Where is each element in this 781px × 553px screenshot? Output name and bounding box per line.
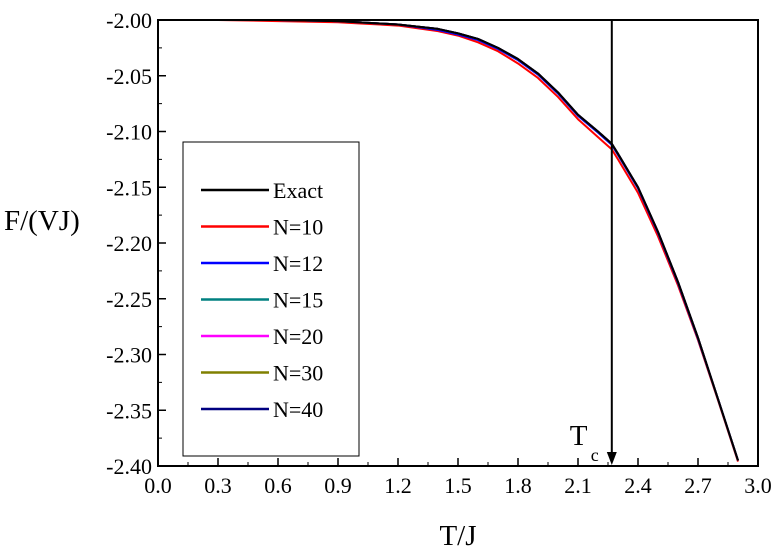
x-tick-label: 1.8 [504,473,532,498]
legend: Exact N=10 N=12 N=15 N=20 N=30 N=40 [182,141,360,457]
x-tick-label: 0.0 [144,473,172,498]
y-tick-label: -2.00 [106,8,152,33]
y-tick-label: -2.20 [106,231,152,256]
x-tick-label: 2.4 [624,473,652,498]
x-tick-label: 0.6 [264,473,292,498]
x-axis-title: T/J [439,520,476,552]
y-tick-label: -2.40 [106,454,152,479]
tc-arrow-head [606,452,617,465]
y-axis-title: F/(VJ) [4,205,80,237]
tc-label-subscript: c [591,445,599,465]
series-line-n-10 [158,20,739,462]
x-tick-label: 2.7 [684,473,712,498]
y-tick-label: -2.35 [106,398,152,423]
x-tick-label: 0.9 [324,473,352,498]
legend-label: N=10 [273,215,323,240]
legend-label: N=15 [273,288,323,313]
legend-label: N=12 [273,251,323,276]
x-tick-label: 2.1 [564,473,592,498]
x-tick-label: 1.5 [444,473,472,498]
x-tick-label: 1.2 [384,473,412,498]
y-tick-label: -2.10 [106,120,152,145]
y-tick-label: -2.30 [106,343,152,368]
y-tick-label: -2.05 [106,64,152,89]
legend-label: N=40 [273,397,323,422]
legend-label: N=20 [273,324,323,349]
legend-label: N=30 [273,361,323,386]
tc-label: T [570,420,588,452]
y-tick-label: -2.25 [106,287,152,312]
x-tick-label: 0.3 [204,473,232,498]
legend-label: Exact [273,178,323,203]
series-line-exact [158,20,739,461]
y-tick-label: -2.15 [106,175,152,200]
x-tick-label: 3.0 [744,473,772,498]
